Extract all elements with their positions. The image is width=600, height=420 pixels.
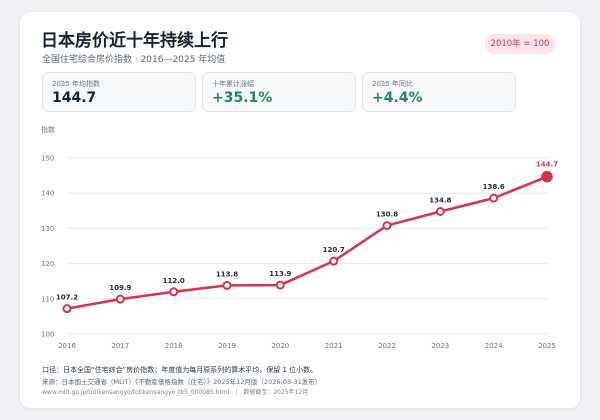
data-label: 120.7 [323, 246, 345, 254]
data-point [382, 221, 392, 231]
data-point [222, 280, 232, 290]
x-tick-label: 2022 [378, 342, 396, 350]
page-title: 日本房价近十年持续上行 [41, 31, 228, 51]
data-point [62, 304, 72, 314]
x-tick-label: 2024 [485, 342, 503, 350]
data-label: 113.9 [269, 270, 291, 278]
data-label: 138.6 [483, 183, 505, 191]
data-point-highlight [541, 170, 553, 183]
kpi-value: 144.7 [52, 90, 97, 106]
y-tick-label: 110 [41, 295, 54, 303]
y-tick-label: 130 [41, 225, 54, 233]
data-label: 130.8 [376, 211, 398, 219]
x-tick-label: 2021 [325, 342, 343, 350]
source-url[interactable]: www.mlit.go.jp/totikensangyo/totikensang… [42, 389, 230, 396]
method-note: 口径：日本全国“住宅综合”房价指数；年度值为每月原系列的算术平均，保留 1 位小… [42, 366, 318, 374]
data-label: 113.8 [216, 270, 238, 278]
data-label: 107.2 [56, 294, 78, 302]
x-tick-label: 2017 [111, 342, 129, 350]
data-label: 109.9 [109, 284, 131, 292]
data-point [169, 287, 179, 297]
kpi-value: +4.4% [372, 90, 423, 106]
chart-card: 日本房价近十年持续上行 全国住宅综合房价指数 · 2016—2025 年均值 2… [20, 12, 580, 408]
data-point [275, 280, 285, 290]
y-tick-label: 150 [41, 155, 54, 163]
x-tick-label: 2025 [538, 342, 556, 350]
source-link-row: www.mlit.go.jp/totikensangyo/totikensang… [42, 389, 309, 396]
kpi-card-average: 2025 年均指数 144.7 [42, 72, 196, 112]
data-label: 112.0 [163, 277, 185, 285]
y-tick-label: 140 [41, 190, 54, 198]
data-point [329, 256, 339, 266]
data-label: 144.7 [536, 161, 558, 169]
source-note: 来源：日本国土交通省（MLIT）《不動産価格指数（住宅）》2025年12月版（2… [42, 378, 322, 386]
line-chart: 指数 100 110 120 130 140 150 2016 2017 2018 2019 20… [41, 125, 558, 350]
y-tick-label: 120 [41, 260, 54, 268]
data-point [489, 193, 499, 203]
y-axis-label: 指数 [41, 125, 55, 134]
page-subtitle: 全国住宅综合房价指数 · 2016—2025 年均值 [42, 55, 226, 65]
kpi-label: 2025 年均指数 [52, 80, 101, 88]
kpi-label: 十年累计涨幅 [212, 80, 254, 88]
kpi-card-ten-year-growth: 十年累计涨幅 +35.1% [202, 72, 356, 112]
y-tick-label: 100 [41, 331, 54, 339]
x-tick-label: 2019 [218, 342, 236, 350]
x-tick-label: 2023 [431, 342, 449, 350]
base-year-badge: 2010年 = 100 [485, 34, 555, 54]
data-label: 134.8 [429, 197, 451, 205]
kpi-card-yoy: 2025 年同比 +4.4% [362, 72, 516, 112]
data-point [435, 207, 445, 217]
x-tick-label: 2016 [58, 342, 76, 350]
x-tick-label: 2020 [271, 342, 289, 350]
kpi-label: 2025 年同比 [372, 80, 414, 88]
series-line [65, 175, 549, 310]
kpi-value: +35.1% [212, 90, 273, 106]
x-tick-label: 2018 [165, 342, 183, 350]
data-cutoff: 数据截至：2025年12月 [243, 389, 309, 396]
data-point [115, 294, 125, 304]
